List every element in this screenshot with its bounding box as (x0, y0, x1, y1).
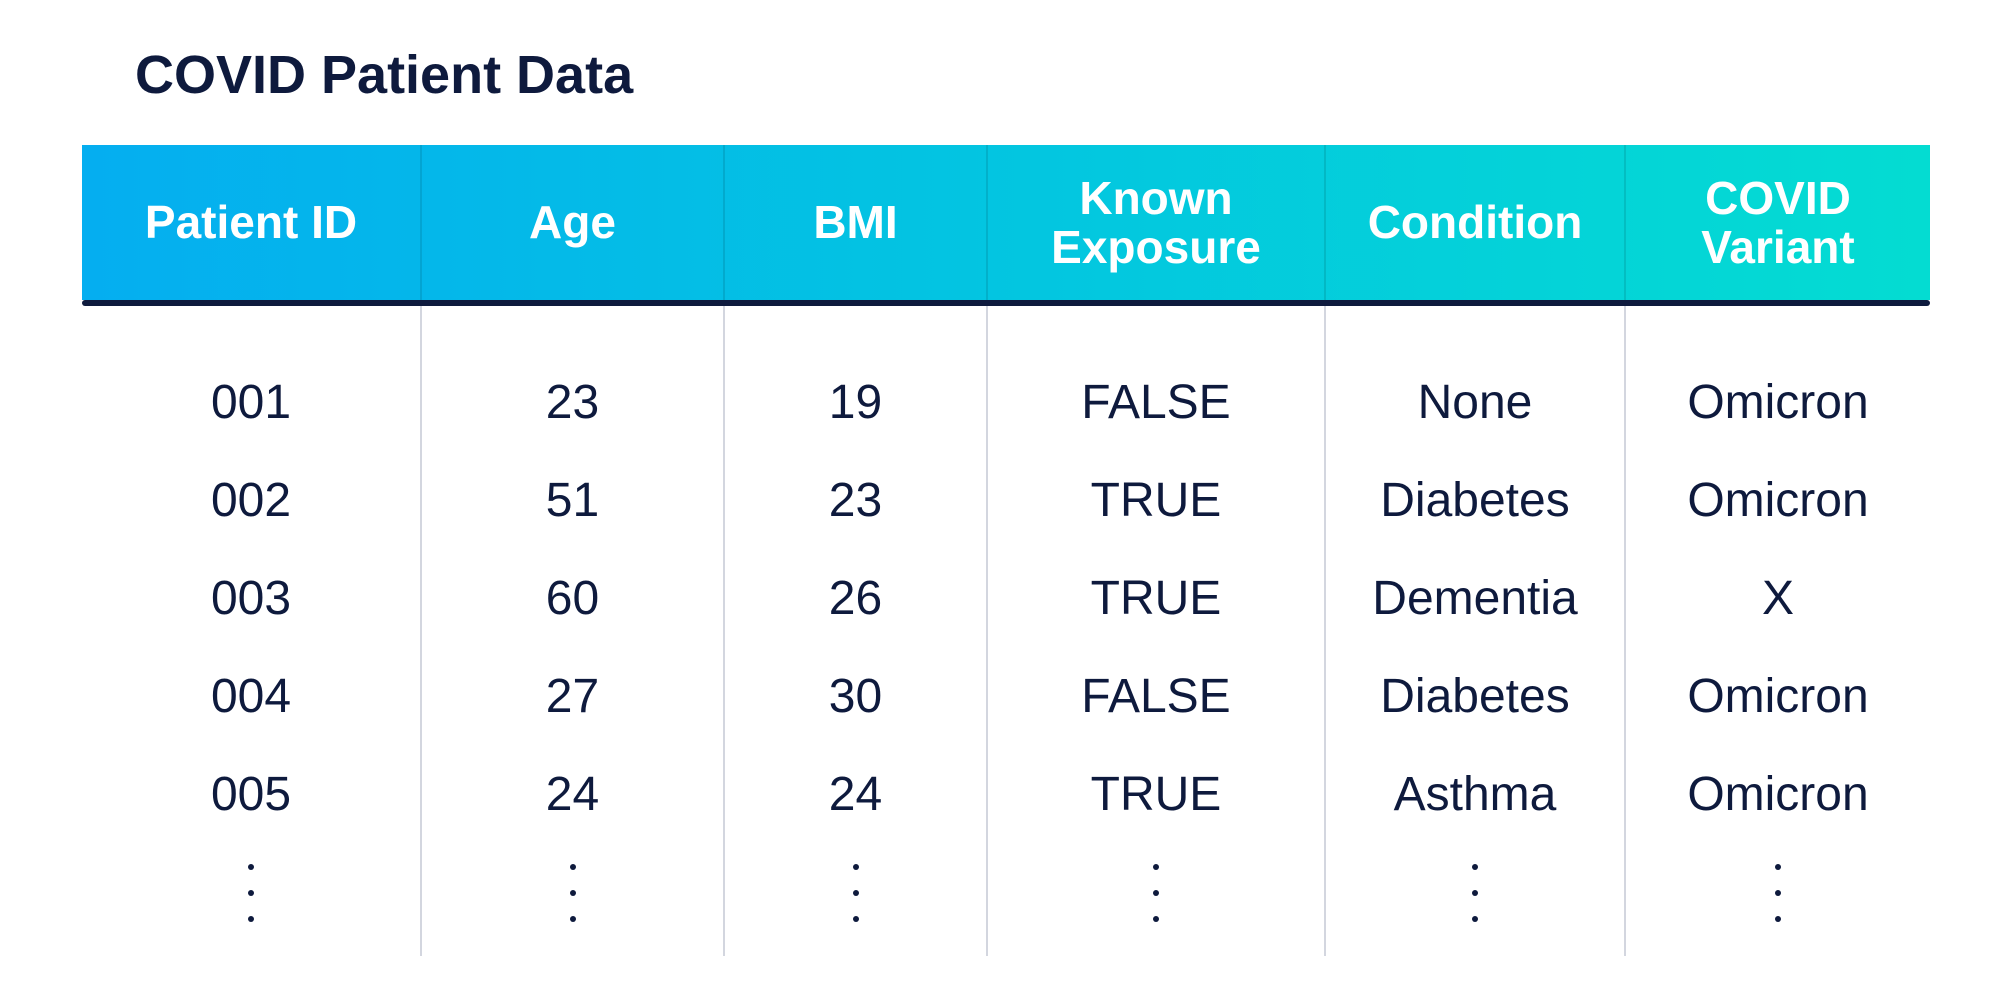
more-rows-ellipsis (82, 864, 420, 922)
page-title: COVID Patient Data (135, 45, 634, 105)
cell-covid-variant: Omicron (1687, 670, 1869, 723)
ellipsis-dot (248, 864, 254, 870)
more-rows-ellipsis (1326, 864, 1624, 922)
cell-patient-id: 002 (210, 474, 292, 527)
header-age: Age (422, 145, 725, 300)
column-bmi: 19 23 26 30 24 (725, 306, 988, 956)
cell-covid-variant: X (1761, 572, 1794, 625)
column-covid-variant: Omicron Omicron X Omicron Omicron (1626, 306, 1930, 956)
cell-bmi: 19 (828, 376, 883, 429)
cell-bmi: 26 (828, 572, 883, 625)
column-patient-id: 001 002 003 004 005 (82, 306, 422, 956)
cell-patient-id: 005 (210, 768, 292, 821)
header-condition: Condition (1326, 145, 1626, 300)
ellipsis-dot (852, 864, 859, 870)
ellipsis-dot (852, 916, 859, 922)
cell-condition: Dementia (1372, 572, 1578, 625)
cell-patient-id: 004 (210, 670, 292, 723)
ellipsis-dot (248, 890, 254, 896)
cell-age: 23 (545, 376, 600, 429)
cell-known-exposure: TRUE (1090, 572, 1222, 625)
cell-patient-id: 001 (210, 376, 292, 429)
cell-covid-variant: Omicron (1687, 376, 1869, 429)
header-bmi: BMI (725, 145, 988, 300)
ellipsis-dot (569, 916, 576, 922)
ellipsis-dot (1472, 916, 1478, 922)
more-rows-ellipsis (988, 864, 1324, 922)
ellipsis-dot (1153, 890, 1159, 896)
ellipsis-dot (1775, 890, 1781, 896)
cell-condition: Asthma (1393, 768, 1557, 821)
header-divider (82, 300, 1930, 306)
column-known-exposure: FALSE TRUE TRUE FALSE TRUE (988, 306, 1326, 956)
ellipsis-dot (852, 890, 859, 896)
cell-known-exposure: TRUE (1090, 474, 1222, 527)
cell-bmi: 23 (828, 474, 883, 527)
cell-age: 60 (545, 572, 600, 625)
ellipsis-dot (1472, 864, 1478, 870)
cell-patient-id: 003 (210, 572, 292, 625)
ellipsis-dot (1775, 864, 1781, 870)
cell-bmi: 30 (828, 670, 883, 723)
more-rows-ellipsis (725, 864, 986, 922)
more-rows-ellipsis (422, 864, 723, 922)
ellipsis-dot (248, 916, 254, 922)
cell-known-exposure: FALSE (1081, 376, 1231, 429)
cell-bmi: 24 (828, 768, 883, 821)
column-age: 23 51 60 27 24 (422, 306, 725, 956)
ellipsis-dot (1775, 916, 1781, 922)
ellipsis-dot (569, 864, 576, 870)
ellipsis-dot (1153, 916, 1159, 922)
cell-known-exposure: TRUE (1090, 768, 1222, 821)
cell-condition: Diabetes (1380, 670, 1570, 723)
ellipsis-dot (1153, 864, 1159, 870)
ellipsis-dot (1472, 890, 1478, 896)
cell-covid-variant: Omicron (1687, 768, 1869, 821)
table-body: 001 002 003 004 005 23 51 60 27 24 19 23 26 30 24 FALSE… (82, 306, 1930, 956)
ellipsis-dot (569, 890, 576, 896)
cell-age: 24 (545, 768, 600, 821)
header-patient-id: Patient ID (82, 145, 422, 300)
table-header-row: Patient ID Age BMI Known Exposure Condit… (82, 145, 1930, 300)
cell-age: 51 (545, 474, 600, 527)
cell-age: 27 (545, 670, 600, 723)
more-rows-ellipsis (1626, 864, 1930, 922)
cell-covid-variant: Omicron (1687, 474, 1869, 527)
cell-condition: Diabetes (1380, 474, 1570, 527)
column-condition: None Diabetes Dementia Diabetes Asthma (1326, 306, 1626, 956)
header-covid-variant: COVID Variant (1701, 171, 1855, 273)
cell-known-exposure: FALSE (1081, 670, 1231, 723)
patient-data-table: Patient ID Age BMI Known Exposure Condit… (82, 145, 1930, 956)
header-known-exposure: Known Exposure (988, 145, 1326, 300)
cell-condition: None (1417, 376, 1533, 429)
